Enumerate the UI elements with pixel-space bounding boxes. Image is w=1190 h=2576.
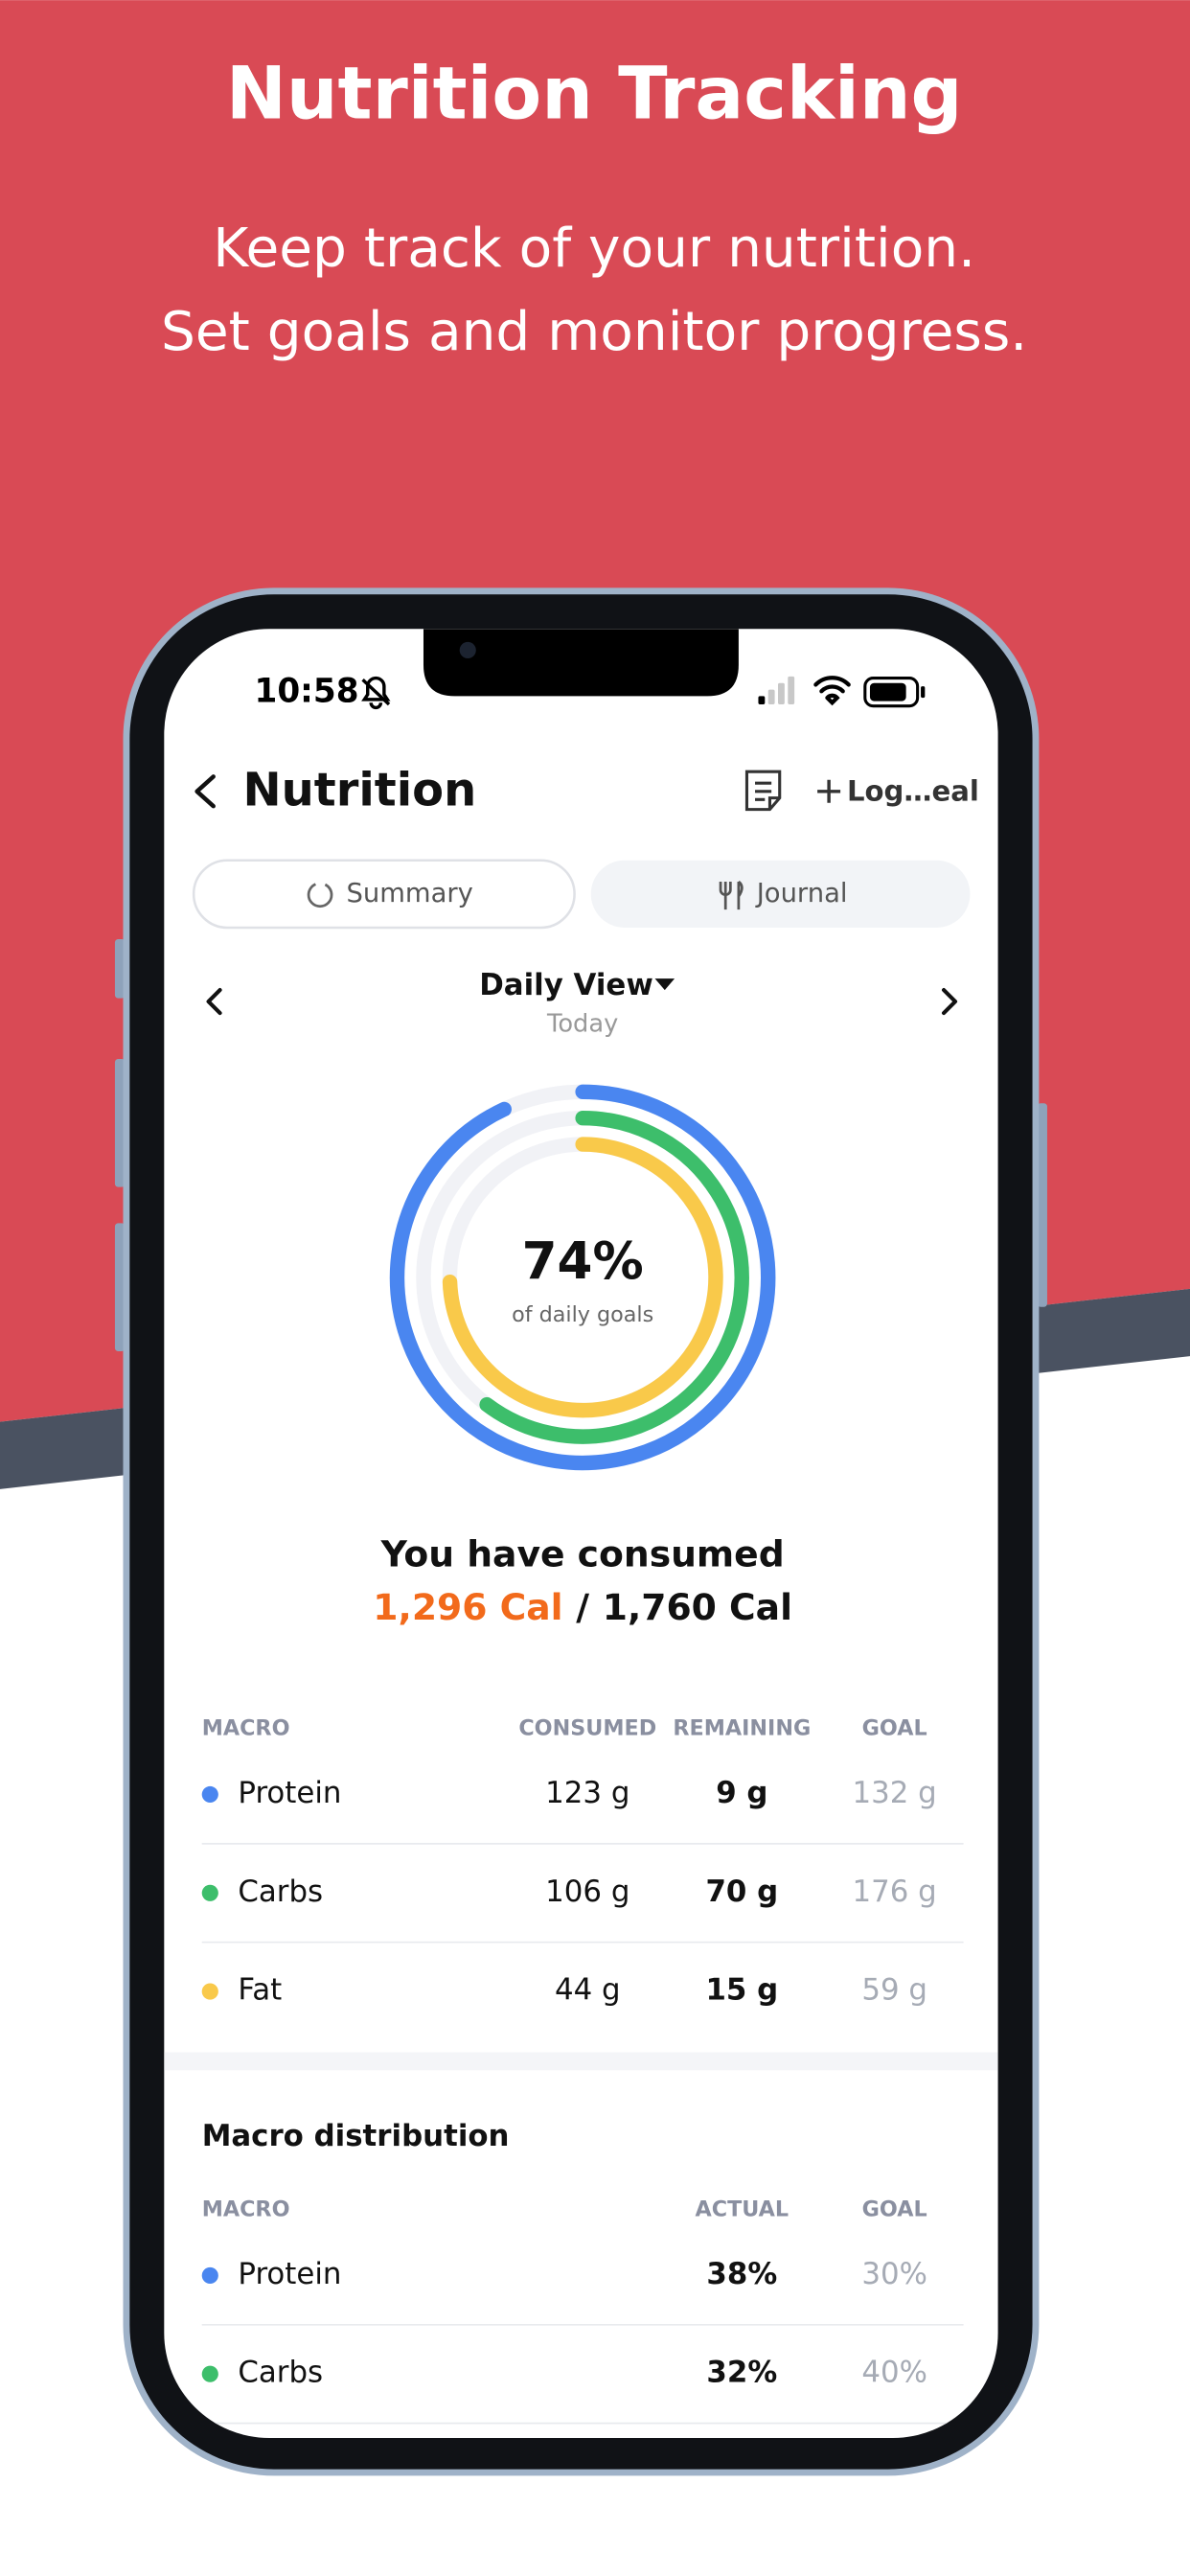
column-header: ACTUAL: [696, 2196, 790, 2221]
summary-tab[interactable]: [192, 859, 576, 930]
goal-amount: 1,760 Cal: [603, 1585, 792, 1627]
goal-cell: 30%: [861, 2257, 927, 2291]
macro-name: Fat: [238, 1973, 282, 2008]
side-button: [114, 938, 126, 999]
progress-rings: [389, 1084, 776, 1471]
consumed-heading: You have consumed: [380, 1533, 785, 1576]
ring-label: of daily goals: [512, 1302, 653, 1327]
goal-cell: 132 g: [853, 1776, 937, 1810]
notes-button[interactable]: [744, 770, 782, 812]
macro-dot: [201, 1884, 218, 1901]
column-header: GOAL: [862, 2196, 927, 2221]
actual-cell: 38%: [706, 2257, 777, 2291]
column-header: MACRO: [202, 1715, 290, 1740]
journal-tab[interactable]: [590, 860, 971, 928]
macro-dot: [201, 2266, 218, 2284]
signal-icon: [758, 676, 795, 704]
consumed-line: 1,296 Cal / 1,760 Cal: [373, 1585, 792, 1627]
remaining-cell: 70 g: [705, 1874, 778, 1909]
remaining-cell: 15 g: [705, 1973, 778, 2008]
carbs-ring: [479, 1110, 749, 1444]
plus-icon: [817, 779, 841, 803]
goal-cell: 59 g: [861, 1973, 927, 2008]
battery-level: [869, 682, 906, 702]
macro-name: Carbs: [238, 2356, 323, 2390]
consumed-amount: 1,296 Cal: [373, 1585, 562, 1627]
dropdown-arrow: [654, 978, 675, 991]
journal-icon: [719, 880, 744, 910]
status-time: 10:58: [255, 673, 359, 711]
consumed-cell: 106 g: [545, 1874, 629, 1909]
fat-ring: [442, 1137, 723, 1418]
side-button: [1037, 1103, 1047, 1307]
column-header: MACRO: [202, 2196, 290, 2221]
screen: [164, 629, 998, 2439]
view-date: Today: [546, 1010, 618, 1039]
wifi-icon: [813, 676, 851, 706]
consumed-cell: 123 g: [545, 1776, 629, 1810]
promo-subtitle: Set goals and monitor progress.: [161, 301, 1027, 363]
previous-day[interactable]: [206, 988, 222, 1016]
macro-name: Protein: [238, 2257, 341, 2291]
promo-title: Nutrition Tracking: [226, 51, 963, 135]
section-title: Macro distribution: [202, 2119, 510, 2153]
ring-value: 74%: [522, 1231, 644, 1291]
protein-ring: [389, 1084, 776, 1471]
log-meal-button[interactable]: Log…eal: [847, 774, 979, 807]
side-button: [114, 1223, 126, 1351]
actual-cell: 32%: [706, 2356, 777, 2390]
section-divider: [164, 2052, 998, 2071]
goal-cell: 176 g: [853, 1874, 937, 1909]
app-screen: 10:58 Nutrition Log…eal Summary Journal …: [164, 629, 998, 2425]
separator: /: [576, 1585, 589, 1627]
column-header: GOAL: [862, 1715, 927, 1740]
view-selector[interactable]: Daily View: [479, 968, 653, 1002]
remaining-cell: 9 g: [716, 1776, 767, 1810]
next-day[interactable]: [941, 988, 958, 1016]
macro-name: Protein: [238, 1776, 341, 1810]
summary-icon: [307, 882, 333, 908]
battery-tip: [921, 686, 926, 699]
consumed-cell: 44 g: [555, 1973, 621, 2008]
battery-icon: [863, 677, 920, 708]
tab-label[interactable]: Summary: [346, 879, 472, 908]
column-header: REMAINING: [673, 1715, 811, 1740]
macro-name: Carbs: [238, 1874, 323, 1909]
nav-title: Nutrition: [243, 763, 477, 816]
goal-cell: 40%: [861, 2356, 927, 2390]
macro-dot: [201, 2365, 218, 2382]
side-button: [114, 1059, 126, 1187]
macro-dot: [201, 1785, 218, 1804]
back-button[interactable]: [195, 774, 216, 809]
macro-dot: [201, 1983, 218, 2000]
promo-subtitle: Keep track of your nutrition.: [213, 218, 975, 280]
mute-icon: [361, 676, 391, 710]
camera: [459, 641, 476, 659]
notch: [423, 629, 739, 697]
tab-label[interactable]: Journal: [755, 879, 848, 908]
column-header: CONSUMED: [518, 1715, 656, 1740]
